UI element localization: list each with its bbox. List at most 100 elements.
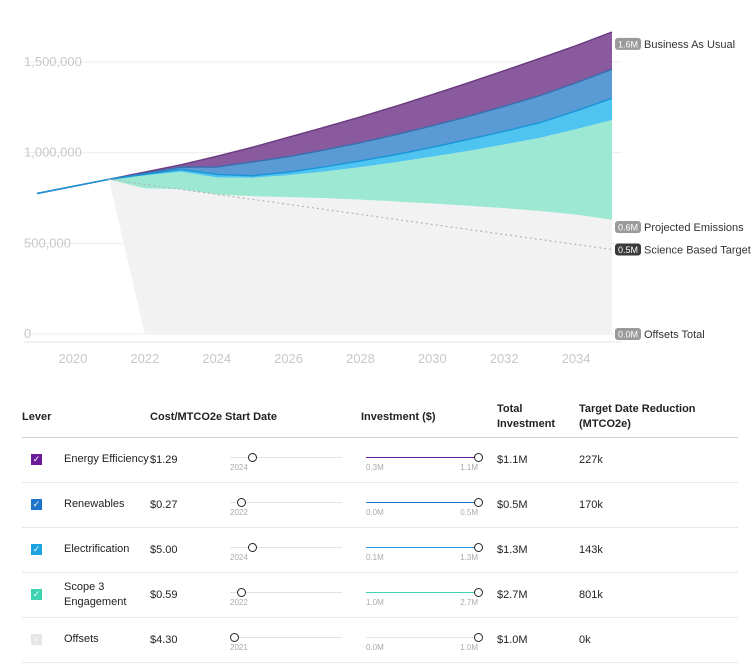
cost-value: $0.27 [150, 482, 225, 528]
end-label-badge [615, 328, 641, 340]
cost-value: $5.00 [150, 527, 225, 573]
header-reduction-line1: Target Date Reduction [579, 403, 696, 416]
slider-track [230, 456, 342, 458]
investment-min-label: 0.3M [366, 462, 384, 472]
start-date-slider[interactable]: 2024 [230, 445, 342, 475]
slider-fill [366, 501, 478, 503]
slider-handle[interactable] [236, 587, 246, 597]
lever-name: Electrification [64, 542, 129, 557]
x-tick-label: 2032 [490, 351, 519, 366]
header-reduction-line2: (MTCO2e) [579, 418, 631, 431]
investment-cell: 1.0M 2.7M [361, 572, 497, 618]
total-investment-value: $1.0M [497, 617, 579, 663]
end-label-badge-text: 1.6M [618, 39, 638, 49]
lever-cell: ✓ Electrification [22, 527, 150, 573]
start-date-slider[interactable]: 2021 [229, 625, 342, 655]
investment-slider[interactable]: 0.3M 1.1M [366, 445, 483, 475]
investment-cell: 0.3M 1.1M [361, 437, 497, 483]
slider-handle[interactable] [473, 632, 483, 642]
slider-track [230, 636, 342, 638]
start-date-cell: 2024 [225, 437, 361, 483]
start-date-slider[interactable]: 2024 [230, 535, 342, 565]
cost-value: $0.59 [150, 572, 225, 618]
lever-name: Scope 3 Engagement [64, 580, 126, 610]
chart-areas [37, 32, 612, 334]
target-reduction-value: 227k [579, 437, 738, 483]
slider-handle[interactable] [236, 497, 246, 507]
x-tick-label: 2022 [130, 351, 159, 366]
start-date-slider[interactable]: 2022 [230, 490, 342, 520]
chart-lines [36, 31, 613, 251]
investment-slider[interactable]: 0.0M 1.0M [366, 625, 483, 655]
levers-table: Lever Cost/MTCO2e Start Date Investment … [22, 398, 738, 663]
investment-min-label: 0.0M [366, 642, 384, 652]
table-row: ✓ Scope 3 Engagement $0.59 2022 1.0M 2.7M $2.7M… [22, 572, 738, 618]
electrification-area [37, 120, 612, 220]
slider-handle[interactable] [473, 497, 483, 507]
lever-checkbox-scope-3-engagement[interactable]: ✓ [31, 589, 42, 600]
lever-cell: ✓ Renewables [22, 482, 150, 528]
business-as-usual-line [36, 31, 613, 195]
header-total-investment: Total Investment [497, 398, 579, 438]
end-label-badge-text: 0.6M [618, 223, 638, 233]
slider-handle[interactable] [473, 452, 483, 462]
investment-min-label: 0.0M [366, 507, 384, 517]
slider-handle[interactable] [247, 452, 257, 462]
investment-max-label: 1.3M [460, 552, 478, 562]
x-tick-label: 2030 [418, 351, 447, 366]
investment-slider[interactable]: 1.0M 2.7M [366, 580, 483, 610]
renewables-line [36, 97, 613, 195]
investment-slider[interactable]: 0.0M 0.5M [366, 490, 483, 520]
investment-slider[interactable]: 0.1M 1.3M [366, 535, 483, 565]
start-date-cell: 2022 [225, 572, 361, 618]
lever-name: Energy Efficiency [64, 452, 149, 467]
end-labels: 1.6M Business As Usual 0.6M Projected Emiss… [615, 37, 751, 341]
x-tick-label: 2026 [274, 351, 303, 366]
lever-name: Renewables [64, 497, 125, 512]
target-reduction-value: 170k [579, 482, 738, 528]
header-target-reduction: Target Date Reduction (MTCO2e) [579, 398, 738, 438]
slider-handle[interactable] [229, 632, 239, 642]
investment-cell: 0.0M 0.5M [361, 482, 497, 528]
lever-name-line2: Engagement [64, 595, 127, 608]
end-label-badge [615, 243, 641, 256]
cost-value: $1.29 [150, 437, 225, 483]
lever-checkbox-renewables[interactable]: ✓ [31, 499, 42, 510]
slider-fill [366, 636, 478, 638]
start-date-slider[interactable]: 2022 [230, 580, 342, 610]
start-date-label: 2022 [230, 507, 248, 517]
x-tick-label: 2024 [202, 351, 231, 366]
slider-handle[interactable] [473, 587, 483, 597]
header-total-line2: Investment [497, 418, 556, 431]
x-tick-label: 2028 [346, 351, 375, 366]
total-investment-value: $1.1M [497, 437, 579, 483]
x-tick-label: 2034 [562, 351, 591, 366]
lever-checkbox-energy-efficiency[interactable]: ✓ [31, 454, 42, 465]
end-label-text: Science Based Target [644, 244, 751, 256]
slider-handle[interactable] [247, 542, 257, 552]
slider-track [230, 591, 342, 593]
end-label-text: Business As Usual [644, 39, 735, 51]
lever-checkbox-electrification[interactable]: ✓ [31, 544, 42, 555]
header-start-date: Start Date [225, 398, 361, 438]
total-investment-value: $0.5M [497, 482, 579, 528]
end-label-badge-text: 0.5M [618, 245, 638, 255]
check-icon: ✓ [32, 544, 41, 554]
investment-min-label: 1.0M [366, 597, 384, 607]
investment-max-label: 0.5M [460, 507, 478, 517]
table-row: ✓ Electrification $5.00 2024 0.1M 1.3M $1.3M 14… [22, 527, 738, 573]
start-date-cell: 2021 [225, 617, 361, 663]
target-reduction-value: 143k [579, 527, 738, 573]
y-tick-label: 0 [24, 326, 31, 341]
table-row: ✓ Renewables $0.27 2022 0.0M 0.5M $0.5M 170k [22, 482, 738, 528]
table-row: ✓ Offsets $4.30 2021 0.0M 1.0M $1.0M 0k [22, 617, 738, 663]
energy-efficiency-line [36, 68, 613, 195]
lever-checkbox-offsets[interactable]: ✓ [31, 634, 42, 645]
header-cost: Cost/MTCO2e [150, 398, 225, 438]
end-label-badge [615, 221, 641, 234]
lever-name-line1: Offsets [64, 633, 99, 645]
lever-cell: ✓ Energy Efficiency [22, 437, 150, 483]
slider-fill [366, 456, 478, 458]
slider-handle[interactable] [473, 542, 483, 552]
